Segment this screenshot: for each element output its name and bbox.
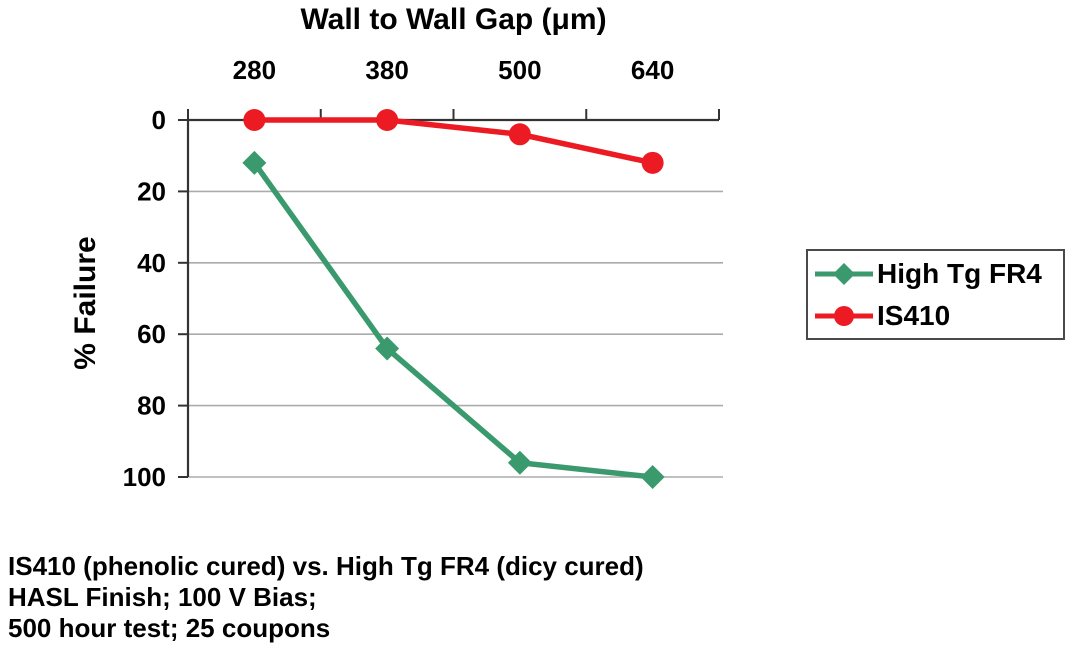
circle-marker-icon <box>508 123 531 146</box>
x-axis-title: Wall to Wall Gap (μm) <box>300 3 607 36</box>
y-tick-label: 80 <box>137 391 166 421</box>
caption-line-3: 500 hour test; 25 coupons <box>8 613 331 643</box>
circle-marker-icon <box>641 151 664 174</box>
y-tick-label: 60 <box>137 319 166 349</box>
data-series <box>242 109 665 489</box>
y-tick-label: 20 <box>137 176 166 206</box>
legend-item-is410: IS410 <box>815 295 1063 337</box>
circle-marker-icon <box>815 305 873 326</box>
y-tick-label: 100 <box>123 462 166 492</box>
x-tick-label: 280 <box>233 55 276 85</box>
axis-ticks <box>178 109 720 478</box>
series-line-high-tg-fr4 <box>252 161 653 480</box>
axes <box>186 118 719 477</box>
gridlines <box>188 190 723 478</box>
y-tick-label: 0 <box>152 105 166 135</box>
x-tick-label: 500 <box>498 55 541 85</box>
caption: IS410 (phenolic cured) vs. High Tg FR4 (… <box>8 551 644 644</box>
x-tick-label: 380 <box>365 55 408 85</box>
diamond-marker-icon <box>640 465 665 489</box>
legend-item-high-tg-fr4: High Tg FR4 <box>815 253 1063 295</box>
diamond-marker-icon <box>375 336 400 361</box>
diamond-marker-icon <box>242 150 267 175</box>
caption-line-1: IS410 (phenolic cured) vs. High Tg FR4 (… <box>8 551 644 581</box>
circle-marker-icon <box>243 109 266 131</box>
x-tick-label: 640 <box>631 55 674 85</box>
diamond-marker-icon <box>507 450 532 475</box>
diamond-marker-icon <box>815 262 873 285</box>
circle-marker-icon <box>376 109 399 131</box>
legend-label: IS410 <box>877 299 951 331</box>
axis-tick-labels: 280 380 500 640 0 20 40 60 80 100 <box>123 55 675 492</box>
series-line-is410 <box>254 117 654 166</box>
y-tick-label: 40 <box>137 248 166 278</box>
legend: High Tg FR4 IS410 <box>806 249 1065 340</box>
legend-label: High Tg FR4 <box>877 257 1042 289</box>
plot-area: 280 380 500 640 0 20 40 60 80 100 <box>123 55 723 492</box>
caption-line-2: HASL Finish; 100 V Bias; <box>8 582 317 612</box>
